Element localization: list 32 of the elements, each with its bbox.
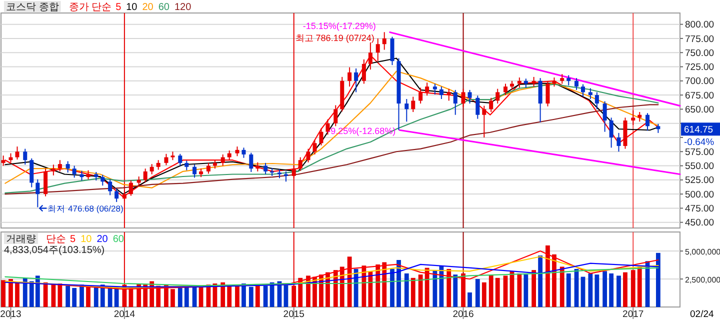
annotation: 최저 476.68 (06/28)	[48, 204, 124, 214]
y-tick-label: 675.00	[685, 90, 714, 102]
y-tick-label: 775.00	[685, 34, 714, 45]
annotation: 최고 786.19 (07/24)	[295, 33, 374, 44]
y-tick-label: 500.00	[685, 189, 714, 200]
y-tick-label: 575.00	[685, 146, 714, 158]
annotations: 02/24	[690, 309, 714, 320]
x-tick-label: 2015	[283, 309, 304, 320]
annotation: -15.15%(-17.29%)	[302, 21, 376, 32]
y-tick-label: 2,500,000	[685, 275, 720, 284]
y-tick-label: 725.00	[685, 62, 714, 74]
x-tick-label: 2016	[452, 309, 474, 320]
x-tick-label: 2017	[622, 309, 644, 320]
chart-title: 코스닥 종합	[6, 2, 59, 13]
y-tick-label: 475.00	[685, 203, 714, 214]
text: -0.64%	[684, 137, 715, 148]
legend-title: 종가 단순	[68, 2, 112, 13]
y-tick-label: 525.00	[685, 175, 714, 186]
chart-title: 거래량	[6, 234, 36, 245]
annotation: 614.75	[684, 124, 714, 136]
y-tick-label: 650.00	[685, 104, 714, 116]
y-tick-label: 450.00	[685, 218, 714, 229]
y-tick-label: 800.00	[685, 20, 714, 31]
y-tick-label: 550.00	[685, 161, 714, 172]
y-tick-label: 750.00	[685, 48, 714, 59]
legend: 거래량 단순 5 10 20 60 4,833,054주(103.15%)	[4, 233, 124, 256]
x-tick-label: 2013	[0, 309, 22, 320]
y-tick-label: 700.00	[685, 76, 714, 88]
x-tick-label: 2014	[114, 309, 136, 320]
y-tick-label: 5,000,000	[685, 247, 720, 256]
legend-title: 단순	[46, 234, 66, 245]
legend: 코스닥 종합 종가 단순 5 10 20 60 120	[4, 1, 192, 13]
